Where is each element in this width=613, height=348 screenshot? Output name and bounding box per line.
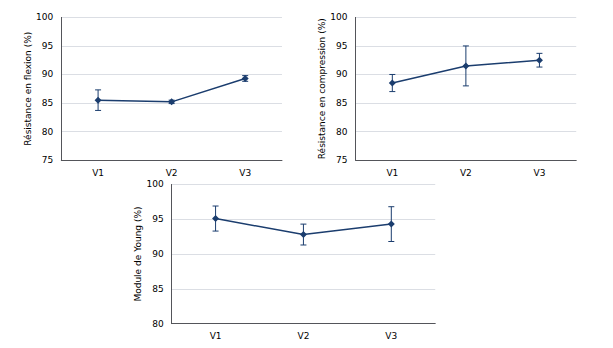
svg-text:85: 85 [42, 98, 53, 108]
svg-text:85: 85 [336, 98, 347, 108]
svg-text:Résistance en compression (%): Résistance en compression (%) [317, 18, 327, 159]
svg-text:80: 80 [152, 319, 164, 329]
svg-text:V2: V2 [460, 168, 472, 178]
svg-text:V3: V3 [239, 168, 251, 178]
svg-text:V2: V2 [166, 168, 178, 178]
svg-text:75: 75 [42, 155, 53, 165]
svg-text:V2: V2 [297, 331, 309, 341]
svg-text:V1: V1 [386, 168, 398, 178]
svg-text:V1: V1 [210, 331, 222, 341]
svg-text:90: 90 [42, 69, 54, 79]
svg-text:100: 100 [36, 12, 53, 22]
svg-text:V3: V3 [385, 331, 397, 341]
svg-text:90: 90 [336, 69, 348, 79]
svg-text:100: 100 [146, 179, 163, 189]
svg-text:80: 80 [336, 127, 348, 137]
svg-text:95: 95 [42, 41, 53, 51]
svg-text:80: 80 [42, 127, 54, 137]
svg-text:Module de Young (%): Module de Young (%) [133, 207, 143, 302]
svg-text:95: 95 [152, 214, 163, 224]
svg-text:V1: V1 [92, 168, 104, 178]
svg-text:95: 95 [336, 41, 347, 51]
svg-text:100: 100 [330, 12, 347, 22]
svg-text:90: 90 [152, 249, 164, 259]
svg-text:V3: V3 [533, 168, 545, 178]
svg-text:Résistance en flexion (%): Résistance en flexion (%) [23, 32, 33, 146]
svg-text:85: 85 [152, 284, 163, 294]
svg-text:75: 75 [336, 155, 347, 165]
